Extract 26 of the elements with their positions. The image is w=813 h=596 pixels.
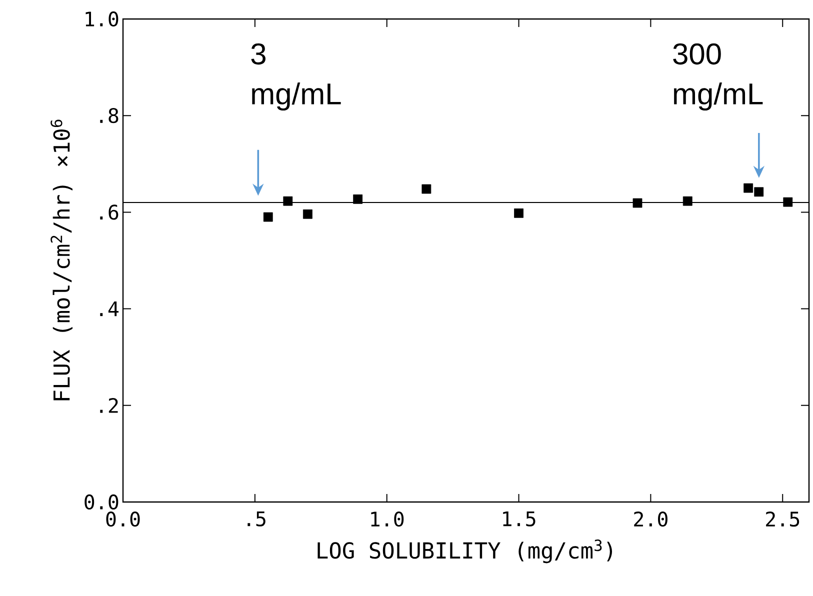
point (632, 198, 642, 208)
point (744, 183, 754, 193)
x-tick-label: 1.5 (503, 512, 536, 526)
y-tick-label: .2 (100, 398, 118, 413)
point (514, 208, 524, 218)
annotation: 300 mg/mL (673, 43, 763, 111)
point (353, 194, 363, 204)
x-tick-label: 2.0 (634, 512, 668, 527)
point (283, 196, 293, 206)
point (303, 209, 312, 219)
y-tick-label: .6 (100, 204, 118, 220)
point (754, 187, 764, 197)
point (783, 197, 793, 207)
x-tick-label: 1.0 (371, 512, 404, 527)
annotation: 3 mg/mL (251, 43, 341, 111)
x-tick-label: .5 (248, 512, 266, 526)
point (682, 196, 692, 206)
y-axis-title: FLUX (mol/cm$^{2}$/hr) ×10$^{6}$ (50, 120, 72, 400)
point (263, 212, 273, 222)
y-tick-label: .4 (100, 302, 119, 316)
y-tick-label: 1.0 (86, 11, 118, 27)
y-tick-label: 0.0 (84, 494, 118, 510)
point (422, 184, 432, 194)
x-tick-label: 2.5 (766, 512, 800, 527)
y-tick-label: .8 (100, 108, 118, 124)
x-axis-title: LOG SOLUBILITY (mg/cm$^{3}$) (318, 540, 612, 564)
